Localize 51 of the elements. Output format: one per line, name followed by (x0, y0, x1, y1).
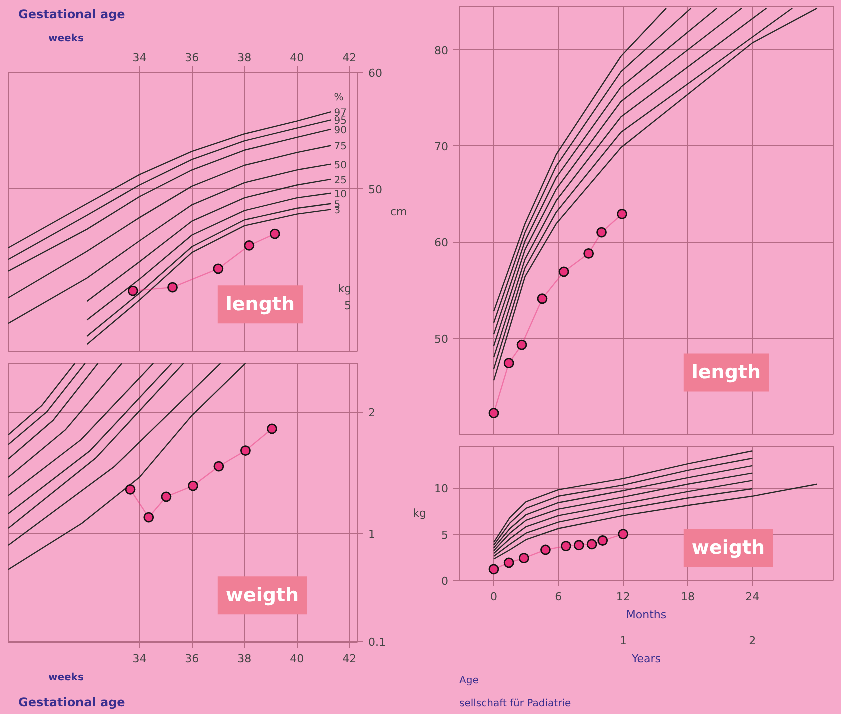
y-tick-label: 50 (368, 183, 382, 196)
x2-tick-label: 1 (620, 634, 627, 648)
x-tick-label: 18 (680, 590, 695, 604)
annotation: kg (338, 282, 352, 296)
series-label: 10 (334, 189, 347, 200)
y-tick-label: 50 (434, 332, 449, 346)
annotation: 5 (344, 300, 352, 313)
y-tick-label: 80 (434, 44, 449, 58)
x-tick-label: 6 (555, 590, 562, 604)
x-axis-title: Gestational age (18, 696, 126, 710)
series-label: 25 (334, 175, 347, 186)
text: length (226, 294, 296, 316)
series-label: 50 (334, 160, 347, 172)
x-tick-label: 36 (185, 652, 200, 666)
x-tick-label: 36 (185, 52, 200, 64)
y-tick-label: 0.1 (368, 636, 386, 649)
y-tick-label: 5 (442, 528, 448, 542)
text: sellschaft für Padiatrie (460, 698, 572, 710)
x-tick-label: 38 (238, 652, 252, 666)
text: weeks (48, 672, 84, 684)
y-tick-label: 0 (442, 575, 448, 588)
y-axis-title: kg (413, 507, 427, 520)
text: weigth (226, 584, 300, 607)
y-tick-label: 10 (434, 482, 449, 496)
y-tick-label: 60 (434, 236, 449, 250)
x-tick-label: 42 (342, 52, 357, 64)
x-tick-label: 24 (746, 590, 760, 604)
y-tick-label: 70 (434, 140, 449, 154)
y-axis-title: cm (390, 206, 408, 218)
y-tick-label: 1 (368, 528, 376, 541)
x-axis-title: Gestational age (18, 8, 126, 22)
y-tick-label: 60 (368, 67, 382, 80)
x-tick-label: 12 (616, 590, 630, 604)
series-label: 75 (334, 142, 347, 153)
x-axis-title: Months (626, 608, 667, 622)
y-tick-label: 2 (368, 406, 376, 420)
x-tick-label: 38 (238, 52, 252, 64)
x-tick-label: 34 (132, 652, 147, 666)
text: length (692, 362, 762, 384)
x-tick-label: 34 (132, 52, 147, 64)
text: weigth (692, 537, 766, 560)
x2-tick-label: 2 (749, 634, 756, 648)
x-tick-label: 42 (342, 652, 357, 666)
x2-axis-title: Years (630, 652, 662, 666)
series-label: 90 (334, 125, 347, 136)
text: Age (460, 676, 479, 686)
x-tick-label: 0 (490, 590, 498, 604)
x-tick-label: 40 (290, 652, 304, 666)
chart-subtitle: weeks (48, 34, 84, 44)
legend-title: % (334, 92, 344, 104)
x-tick-label: 40 (290, 52, 304, 64)
